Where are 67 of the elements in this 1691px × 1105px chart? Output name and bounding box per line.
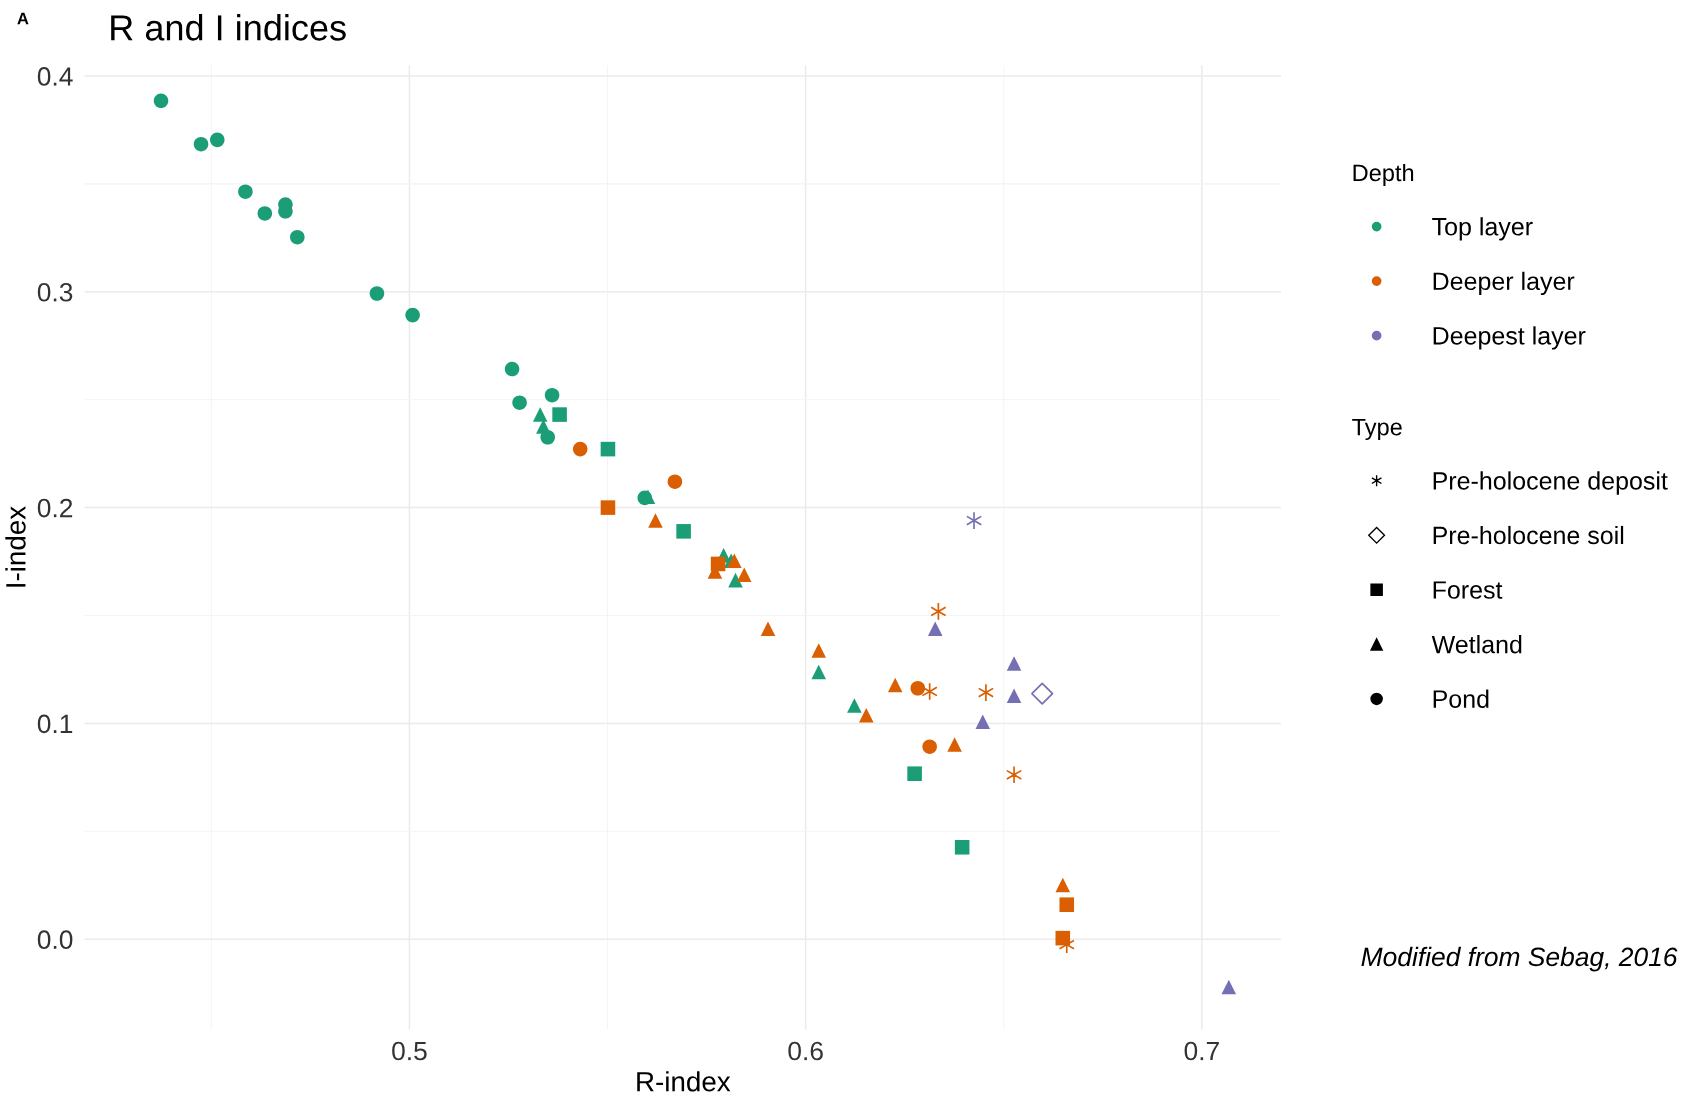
point xyxy=(238,184,253,199)
y-tick-label: 0.0 xyxy=(37,930,73,950)
point xyxy=(811,643,827,658)
legend-label: Pre-holocene soil xyxy=(1433,525,1624,545)
x-tick-label: 0.6 xyxy=(788,1041,823,1061)
point xyxy=(1059,897,1075,912)
point xyxy=(369,286,385,301)
point xyxy=(512,395,527,410)
point xyxy=(975,714,991,729)
y-axis-title: I-index xyxy=(5,506,26,587)
point xyxy=(600,500,616,515)
point xyxy=(257,206,273,221)
x-axis-title: R-index xyxy=(637,1071,731,1092)
point xyxy=(954,840,970,855)
point xyxy=(907,766,922,781)
legend-label: Forest xyxy=(1433,581,1503,599)
y-tick-label: 0.1 xyxy=(37,714,73,734)
point xyxy=(910,680,926,696)
legend-label: Deepest layer xyxy=(1433,326,1586,350)
point xyxy=(887,677,903,693)
point xyxy=(552,407,567,422)
point xyxy=(760,621,776,636)
point xyxy=(648,513,663,528)
chart-title: R and I indices xyxy=(111,14,346,41)
x-tick-label: 0.7 xyxy=(1184,1041,1219,1061)
legend-label: Pond xyxy=(1433,689,1489,708)
point xyxy=(532,407,548,422)
point xyxy=(927,621,943,636)
point xyxy=(153,93,169,109)
point xyxy=(858,707,874,723)
point xyxy=(965,511,983,530)
point xyxy=(947,737,962,752)
text: A xyxy=(17,12,29,25)
text: Type xyxy=(1352,418,1402,441)
point xyxy=(1006,688,1022,704)
text: Depth xyxy=(1353,163,1414,186)
point xyxy=(922,739,937,754)
y-tick-label: 0.2 xyxy=(37,498,73,518)
text: Modified from Sebag, 2016 xyxy=(1361,946,1678,972)
point xyxy=(1055,877,1071,893)
point xyxy=(405,307,420,323)
point xyxy=(210,132,225,148)
point xyxy=(1006,656,1022,671)
point xyxy=(727,553,742,568)
point xyxy=(572,441,588,457)
legend-label: Wetland xyxy=(1431,635,1522,654)
point xyxy=(290,229,305,245)
legend-label: Pre-holocene deposit xyxy=(1433,471,1668,495)
point xyxy=(667,474,683,489)
legend-label: Deeper layer xyxy=(1433,271,1575,296)
point xyxy=(193,136,209,152)
y-tick-label: 0.3 xyxy=(37,282,73,302)
point xyxy=(504,361,520,377)
point xyxy=(600,441,616,457)
y-tick-label: 0.4 xyxy=(37,67,73,86)
point xyxy=(676,524,691,539)
point xyxy=(1006,765,1023,784)
point xyxy=(536,419,551,434)
point xyxy=(1031,682,1054,705)
point xyxy=(544,387,560,403)
x-tick-label: 0.5 xyxy=(392,1041,427,1061)
legend-label: Top layer xyxy=(1432,217,1533,241)
point xyxy=(811,664,827,680)
point xyxy=(847,698,862,713)
point xyxy=(736,567,752,582)
point xyxy=(977,683,994,702)
point xyxy=(1221,979,1237,995)
